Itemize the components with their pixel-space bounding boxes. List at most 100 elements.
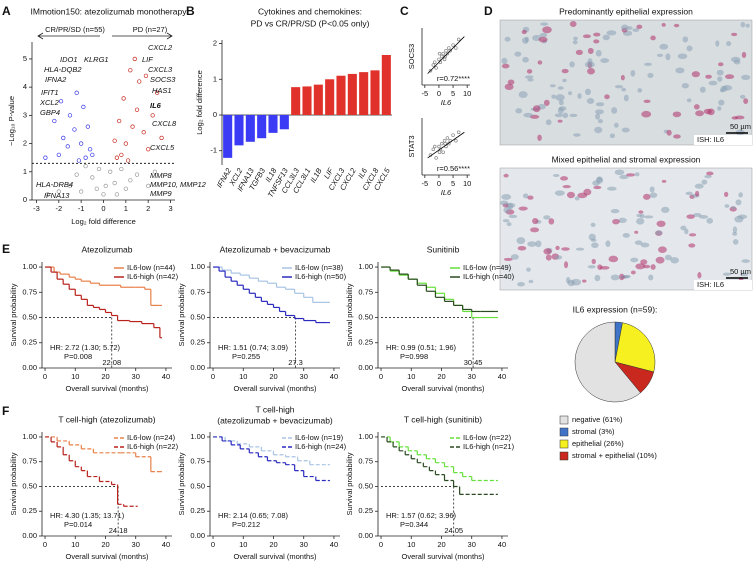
chart-title: T cell-high (sunitinib) — [404, 414, 482, 424]
y-tick-label: 1.00 — [358, 262, 373, 271]
cell — [722, 272, 732, 276]
cell — [558, 106, 567, 111]
y-tick-label: 5 — [23, 54, 27, 63]
cell — [612, 218, 620, 225]
point — [128, 68, 133, 73]
point — [441, 150, 445, 154]
x-tick-label: 0 — [211, 540, 215, 549]
point — [116, 118, 122, 124]
x-tick-label: 0 — [101, 204, 105, 213]
cell — [705, 74, 712, 79]
cell — [708, 80, 718, 86]
cell — [543, 248, 552, 255]
gene-label: LIF — [142, 55, 153, 64]
point — [87, 147, 93, 152]
cell — [594, 126, 603, 134]
cell — [502, 219, 510, 223]
cell — [685, 191, 693, 196]
arrow — [112, 32, 173, 40]
cell — [741, 51, 747, 59]
cell — [634, 172, 640, 177]
gene-label: IDO1 — [60, 55, 78, 64]
y-tick-label: 0.00 — [358, 531, 373, 540]
cell — [521, 29, 527, 35]
x-tick-label: 5 — [451, 179, 455, 188]
cell — [597, 118, 604, 124]
legend-label: stromal (3%) — [572, 427, 615, 436]
x-tick-label: 20 — [437, 540, 445, 549]
x-tick-label: 10 — [71, 540, 79, 549]
cell — [673, 23, 680, 28]
median-label: 24.05 — [444, 526, 463, 535]
cell — [614, 84, 624, 89]
x-tick-label: 40 — [330, 372, 338, 381]
cell — [623, 94, 629, 102]
gene-label: IFIT1 — [41, 88, 59, 97]
cell — [636, 24, 643, 30]
cell — [501, 63, 510, 69]
cell — [560, 176, 569, 181]
x-tick-label: 30 — [132, 372, 140, 381]
bar — [313, 84, 323, 115]
cell — [745, 23, 750, 28]
cell — [587, 67, 595, 75]
legend-label: IL6-low (n=44) — [127, 263, 176, 272]
point — [442, 139, 447, 143]
cell — [724, 74, 735, 80]
point — [141, 130, 146, 135]
cell — [741, 74, 751, 81]
cell — [595, 113, 601, 120]
cell — [535, 240, 542, 248]
cell — [558, 99, 564, 106]
legend-label: IL6-high (n=50) — [295, 272, 347, 281]
x-tick-label: -5 — [421, 179, 428, 188]
point — [119, 152, 124, 158]
cell — [527, 78, 534, 82]
x-tick-label: 10 — [407, 540, 415, 549]
histology-image — [499, 167, 753, 291]
legend-label: IL6-low (n=24) — [127, 433, 176, 442]
y-tick-label: 0.75 — [358, 287, 373, 296]
point — [431, 63, 436, 67]
cell — [532, 105, 541, 113]
cell — [649, 192, 658, 198]
gene-label: IFNA2 — [45, 75, 67, 84]
y-tick-label: 0.00 — [358, 363, 373, 372]
gene-label: HLA-DRB4 — [36, 180, 73, 189]
cell — [526, 267, 531, 272]
cell — [647, 72, 654, 79]
point — [143, 73, 149, 79]
cell — [643, 264, 651, 269]
x-axis-label: Overall survival (months) — [234, 552, 317, 561]
y-tick-label: 2 — [213, 39, 217, 48]
cell — [730, 56, 741, 63]
x-tick-label: 30 — [132, 540, 140, 549]
point — [79, 141, 84, 146]
cell — [706, 171, 714, 176]
point — [428, 68, 433, 73]
legend-swatch — [559, 451, 569, 461]
point — [432, 60, 437, 64]
x-tick-label: 0 — [43, 540, 47, 549]
y-tick-label: 0.50 — [358, 481, 373, 490]
y-tick-label: 0.50 — [190, 313, 205, 322]
cell — [573, 133, 581, 137]
bar — [336, 75, 346, 115]
cell — [723, 191, 729, 197]
cell — [641, 110, 652, 118]
x-tick-label: 30 — [468, 372, 476, 381]
cell — [666, 129, 672, 136]
cell — [636, 213, 642, 218]
median-label: 24.18 — [109, 526, 128, 535]
hazard-ratio: HR: 2.72 (1.30; 5.72) — [50, 343, 121, 352]
cell — [583, 188, 592, 196]
cell — [545, 119, 552, 126]
point — [432, 144, 437, 149]
chart-subtitle: PD vs CR/PR/SD (P<0.05 only) — [251, 18, 370, 28]
cell — [510, 254, 519, 260]
x-axis-label: Overall survival (months) — [66, 384, 149, 393]
x-axis-label: Overall survival (months) — [402, 552, 485, 561]
y-tick-label: 1.00 — [22, 262, 37, 271]
chart-subtitle: (atezolizumab + bevacizumab) — [217, 415, 333, 425]
cell — [638, 210, 644, 214]
